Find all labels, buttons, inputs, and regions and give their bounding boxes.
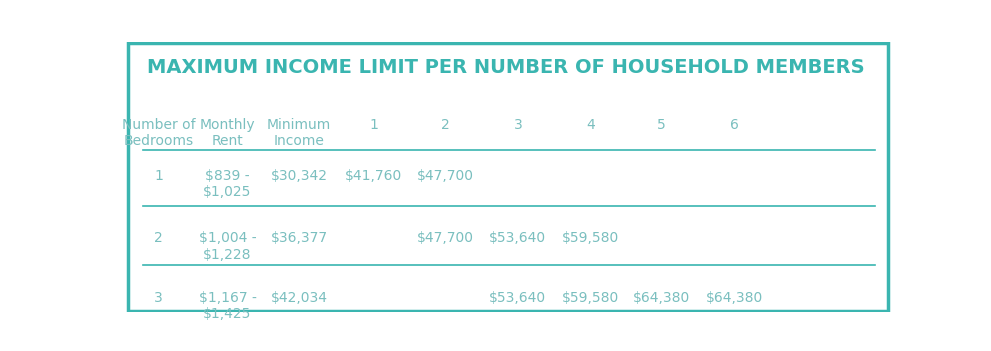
- Text: MAXIMUM INCOME LIMIT PER NUMBER OF HOUSEHOLD MEMBERS: MAXIMUM INCOME LIMIT PER NUMBER OF HOUSE…: [147, 58, 864, 77]
- Text: 4: 4: [587, 118, 596, 132]
- Text: $47,700: $47,700: [416, 231, 474, 245]
- Text: Number of
Bedrooms: Number of Bedrooms: [122, 118, 195, 148]
- Text: Monthly
Rent: Monthly Rent: [200, 118, 256, 148]
- Text: $42,034: $42,034: [271, 291, 327, 305]
- Text: $36,377: $36,377: [271, 231, 328, 245]
- Text: 5: 5: [657, 118, 666, 132]
- Text: $53,640: $53,640: [490, 291, 546, 305]
- Text: $59,580: $59,580: [562, 291, 619, 305]
- Text: $59,580: $59,580: [562, 231, 619, 245]
- Text: $47,700: $47,700: [416, 169, 474, 183]
- Text: 3: 3: [513, 118, 522, 132]
- FancyBboxPatch shape: [128, 44, 888, 311]
- Text: $64,380: $64,380: [706, 291, 763, 305]
- Text: Minimum
Income: Minimum Income: [267, 118, 331, 148]
- Text: $1,167 -
$1,425: $1,167 - $1,425: [198, 291, 257, 321]
- Text: $839 -
$1,025: $839 - $1,025: [203, 169, 252, 199]
- Text: 3: 3: [154, 291, 163, 305]
- Text: 1: 1: [369, 118, 378, 132]
- Text: 2: 2: [154, 231, 163, 245]
- Text: $1,004 -
$1,228: $1,004 - $1,228: [199, 231, 257, 261]
- Text: 6: 6: [730, 118, 739, 132]
- Text: $53,640: $53,640: [490, 231, 546, 245]
- Text: $64,380: $64,380: [633, 291, 690, 305]
- Text: 1: 1: [154, 169, 163, 183]
- Text: 2: 2: [441, 118, 449, 132]
- Text: $30,342: $30,342: [271, 169, 327, 183]
- Text: $41,760: $41,760: [345, 169, 402, 183]
